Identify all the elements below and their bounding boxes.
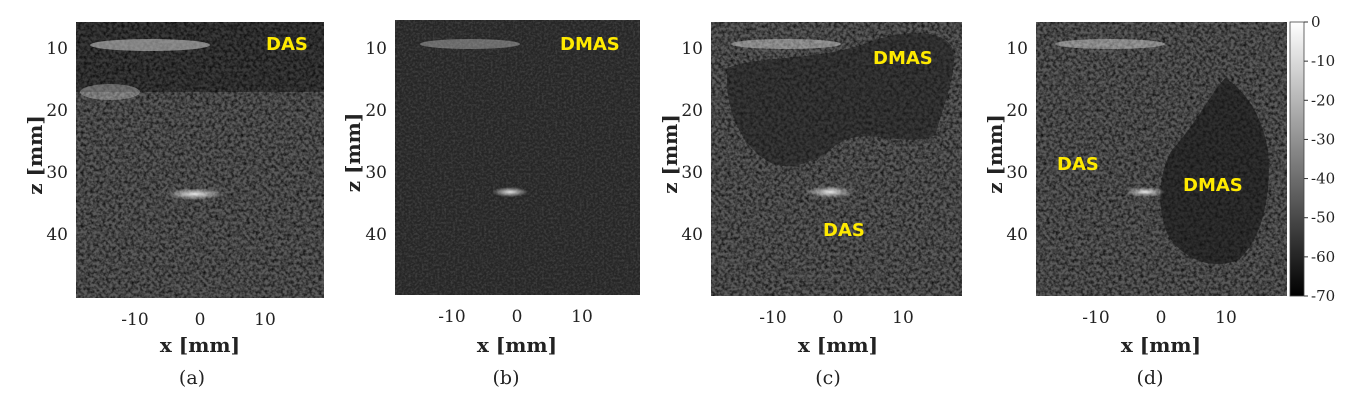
- colorbar: 0 -10 -20 -30 -40 -50 -60 -70: [1289, 13, 1335, 305]
- panel-d-image: [1036, 22, 1287, 296]
- colorbar-tick-label: -70: [1311, 287, 1335, 305]
- panel-a-ytick: 40: [46, 225, 68, 245]
- panel-c-xlabel: x [mm]: [798, 333, 878, 357]
- colorbar-tick-label: -20: [1311, 91, 1335, 109]
- panel-c-ytick: 30: [681, 163, 703, 183]
- panel-a-xlabel: x [mm]: [160, 333, 240, 357]
- colorbar-tick-label: 0: [1311, 13, 1321, 31]
- panel-d-overlay-label-1: DAS: [1057, 154, 1099, 175]
- panel-b-ytick: 30: [365, 163, 387, 183]
- panel-b-ytick: 40: [365, 225, 387, 245]
- panel-a-ylabel: z [mm]: [23, 115, 47, 195]
- panel-d-xtick: 10: [1215, 308, 1237, 328]
- panel-a-overlay-label: DAS: [266, 34, 308, 55]
- panel-c-ylabel: z [mm]: [658, 114, 682, 194]
- panel-a: DAS: [76, 22, 324, 298]
- panel-b-xtick: 10: [571, 307, 593, 327]
- panel-d-ytick: 20: [1006, 101, 1028, 121]
- panel-c-overlay-label-1: DMAS: [873, 48, 933, 69]
- panel-b-image: [395, 20, 640, 295]
- panel-b-caption: (b): [493, 367, 520, 389]
- panel-c-ytick: 20: [681, 101, 703, 121]
- panel-a-ytick: 10: [46, 39, 68, 59]
- dmas-region-d: [1160, 78, 1269, 265]
- panel-d-ylabel: z [mm]: [983, 114, 1007, 194]
- panel-c-xtick: 0: [833, 308, 844, 328]
- panel-d: DAS DMAS: [1036, 22, 1287, 296]
- panel-d-overlay-label-2: DMAS: [1183, 175, 1243, 196]
- panel-a-image: [76, 22, 324, 298]
- panel-d-caption: (d): [1137, 367, 1164, 389]
- panel-b-overlay-label: DMAS: [560, 34, 620, 55]
- panel-d-ytick: 30: [1006, 163, 1028, 183]
- panel-a-ytick: 30: [46, 163, 68, 183]
- colorbar-tick-label: -40: [1311, 170, 1335, 188]
- panel-c-image: [711, 22, 962, 296]
- dmas-region-c: [726, 33, 954, 167]
- panel-a-xtick: 0: [195, 310, 206, 330]
- panel-b-xtick: 0: [512, 307, 523, 327]
- panel-c-ytick: 40: [681, 225, 703, 245]
- panel-a-xtick: 10: [254, 310, 276, 330]
- colorbar-gradient: [1289, 21, 1305, 297]
- panel-c-overlay-label-2: DAS: [823, 220, 865, 241]
- colorbar-tick-label: -30: [1311, 130, 1335, 148]
- panel-c-caption: (c): [815, 367, 840, 389]
- colorbar-tick-label: -50: [1311, 209, 1335, 227]
- panel-d-xtick: 0: [1156, 308, 1167, 328]
- panel-b-ylabel: z [mm]: [341, 113, 365, 193]
- colorbar-tick-label: -60: [1311, 248, 1335, 266]
- panel-d-ytick: 10: [1006, 39, 1028, 59]
- panel-c-xtick: 10: [892, 308, 914, 328]
- panel-c-xtick: -10: [759, 308, 786, 328]
- panel-c-ytick: 10: [681, 39, 703, 59]
- panel-a-ytick: 20: [46, 101, 68, 121]
- panel-d-xtick: -10: [1082, 308, 1109, 328]
- panel-d-ytick: 40: [1006, 225, 1028, 245]
- panel-c: DMAS DAS: [711, 22, 962, 296]
- panel-b-xlabel: x [mm]: [477, 333, 557, 357]
- panel-a-caption: (a): [179, 367, 205, 389]
- panel-b-ytick: 10: [365, 39, 387, 59]
- panel-d-xlabel: x [mm]: [1121, 333, 1201, 357]
- panel-b: DMAS: [395, 20, 640, 295]
- panel-b-ytick: 20: [365, 101, 387, 121]
- panel-a-xtick: -10: [121, 310, 148, 330]
- colorbar-tick-label: -10: [1311, 52, 1335, 70]
- panel-b-xtick: -10: [438, 307, 465, 327]
